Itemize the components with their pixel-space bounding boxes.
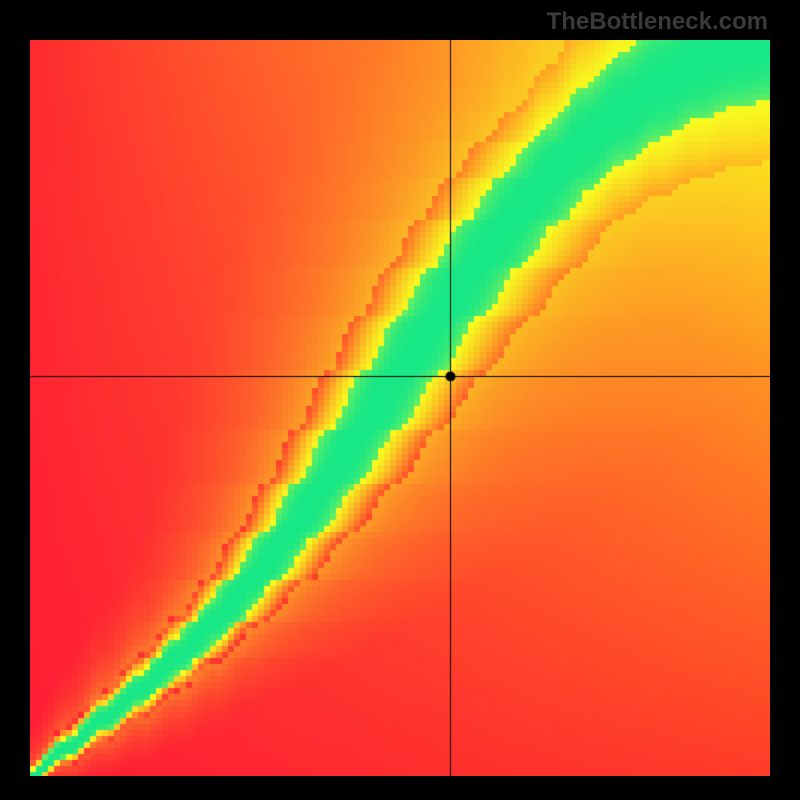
bottleneck-heatmap — [30, 40, 770, 776]
chart-container: TheBottleneck.com — [0, 0, 800, 800]
watermark-text: TheBottleneck.com — [547, 8, 768, 36]
